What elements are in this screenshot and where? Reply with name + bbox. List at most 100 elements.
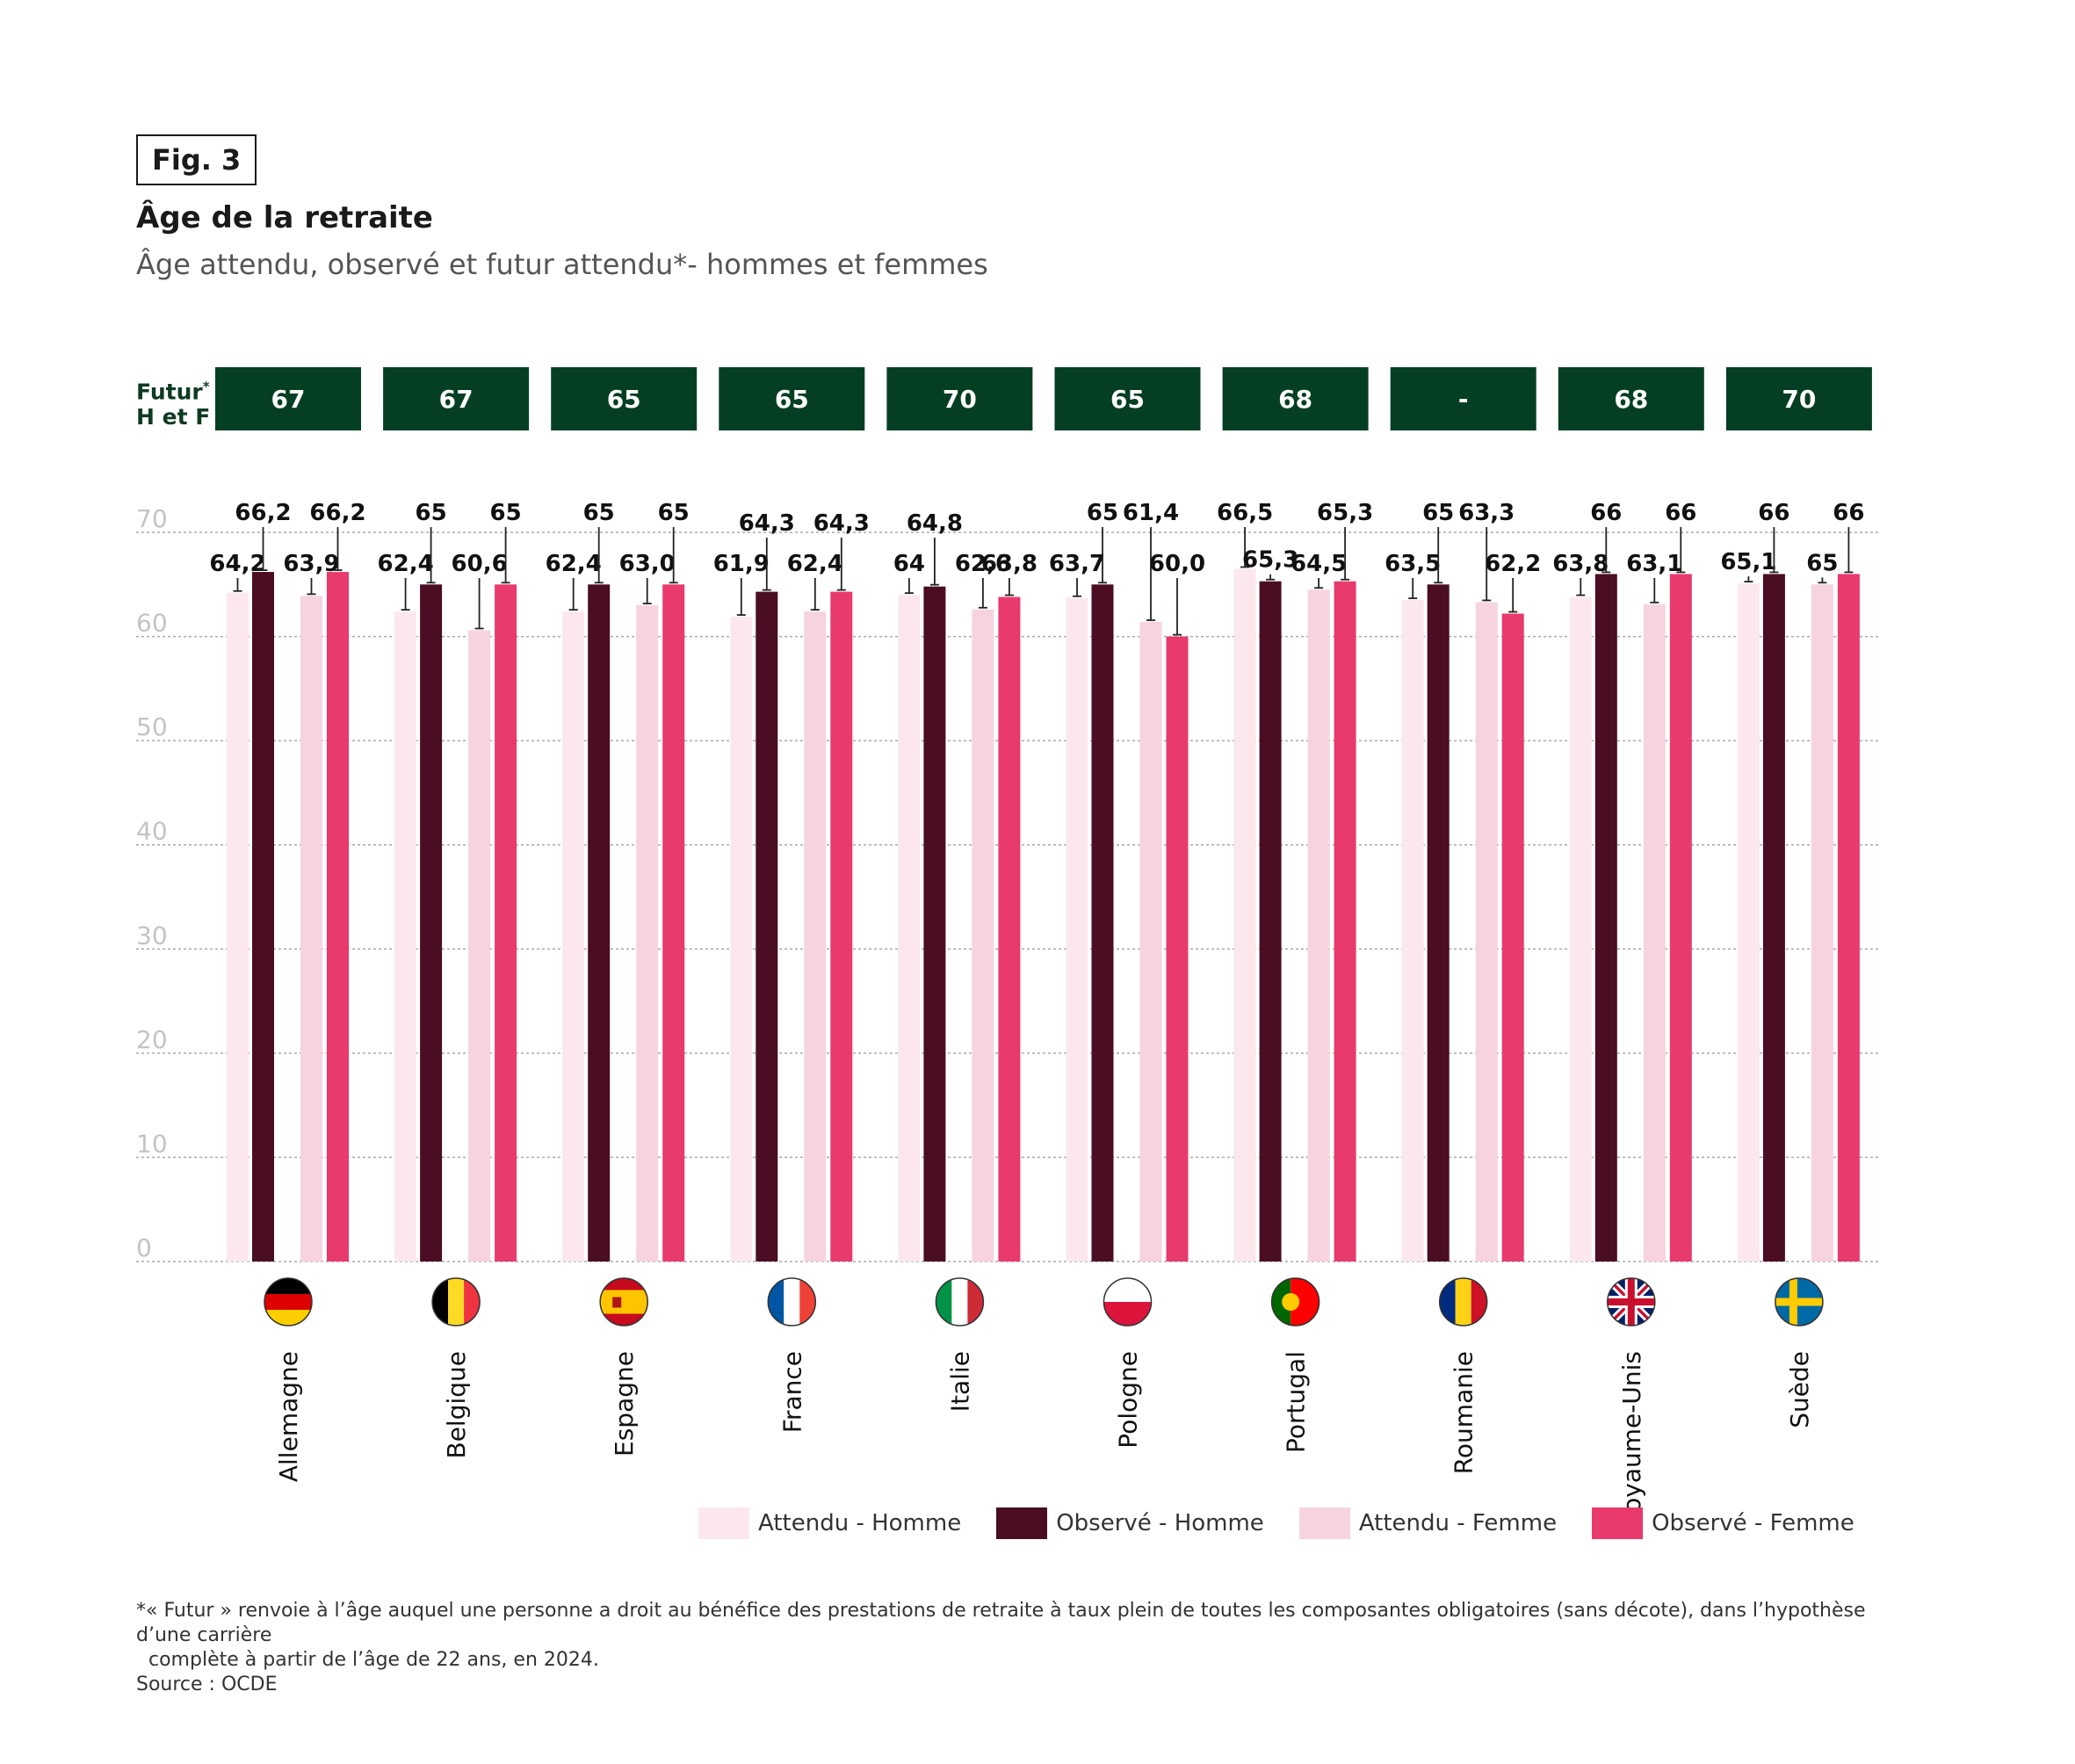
bar: [327, 572, 349, 1262]
data-label: 61,9: [713, 551, 770, 577]
bar: [588, 584, 611, 1262]
bar: [1643, 604, 1666, 1262]
data-label: 65: [1806, 550, 1838, 576]
legend-item-observe-homme: Observé - Homme: [996, 1507, 1264, 1539]
y-tick-label: 70: [136, 504, 168, 533]
futur-value: 65: [1110, 385, 1145, 414]
y-tick-label: 30: [136, 921, 168, 950]
futur-value: 68: [1614, 385, 1648, 414]
x-category-label: Allemagne: [274, 1351, 303, 1482]
legend-swatch-attendu-femme: [1298, 1507, 1350, 1539]
data-label: 64,3: [813, 510, 870, 537]
data-label: 64: [893, 551, 925, 577]
y-tick-label: 50: [136, 712, 168, 741]
belgium-flag-icon: [432, 1278, 481, 1326]
flag-outline: [767, 1277, 817, 1327]
bar: [1233, 568, 1256, 1262]
bar: [730, 617, 753, 1262]
data-label: 60,0: [1149, 551, 1205, 577]
futur-box: [1558, 367, 1704, 430]
data-label: 63,8: [1552, 551, 1609, 577]
bar: [1259, 581, 1282, 1262]
data-label: 64,3: [739, 510, 795, 537]
legend-item-observe-femme: Observé - Femme: [1592, 1507, 1854, 1539]
data-label: 66: [1665, 500, 1696, 526]
data-label: 63,5: [1385, 551, 1441, 577]
legend-swatch-observe-femme: [1592, 1507, 1644, 1539]
bar: [1166, 636, 1189, 1262]
data-label: 62,6: [955, 551, 1011, 577]
bar: [1334, 581, 1356, 1262]
bar: [1837, 574, 1860, 1262]
x-category-label: Royaume-Unis: [1617, 1351, 1646, 1511]
bar: [1569, 596, 1592, 1262]
x-category-label: Roumanie: [1450, 1351, 1479, 1474]
futur-box: [1054, 367, 1201, 430]
flag-outline: [1438, 1277, 1488, 1327]
data-label: 62,4: [546, 551, 602, 577]
futur-box: [1390, 367, 1536, 430]
y-tick-label: 40: [136, 817, 168, 846]
x-category-label: France: [777, 1351, 806, 1433]
flag-outline: [1103, 1277, 1153, 1327]
data-label: 65: [1087, 500, 1118, 526]
futur-label-star: *: [202, 379, 210, 394]
uk-flag-icon: [1607, 1278, 1655, 1326]
data-label: 66,5: [1217, 500, 1273, 526]
flag-outline: [1270, 1277, 1320, 1327]
data-label: 62,4: [787, 551, 843, 577]
bar: [636, 605, 659, 1262]
futur-box: [1222, 367, 1369, 430]
futur-value: 70: [1782, 385, 1816, 414]
bar: [468, 630, 491, 1262]
bar: [420, 584, 443, 1262]
bar: [898, 595, 921, 1262]
data-label: 66: [1590, 500, 1622, 526]
spain-flag-icon: [600, 1278, 648, 1326]
futur-value: 65: [775, 385, 809, 414]
bar: [227, 592, 249, 1262]
data-label: 65: [490, 500, 522, 526]
bar: [804, 611, 827, 1262]
data-label: 64,5: [1291, 551, 1347, 577]
flag-outline: [431, 1277, 481, 1327]
data-label: 66: [1833, 500, 1864, 526]
chart-title: Âge de la retraite: [136, 200, 433, 235]
data-label: 65: [1422, 500, 1454, 526]
bar: [1091, 584, 1114, 1262]
footnote-line-1: *« Futur » renvoie à l’âge auquel une pe…: [136, 1600, 1866, 1646]
bar: [1139, 621, 1162, 1262]
legend-label-observe-homme: Observé - Homme: [1056, 1510, 1264, 1536]
bar: [662, 584, 685, 1262]
data-label: 62,2: [1485, 551, 1541, 577]
futur-row-label: Futur* H et F: [136, 374, 210, 430]
legend-label-attendu-homme: Attendu - Homme: [758, 1510, 962, 1536]
futur-box: [215, 367, 361, 430]
bar: [1475, 602, 1498, 1262]
flag-outline: [1607, 1277, 1656, 1327]
germany-flag-icon: [264, 1278, 312, 1326]
futur-value: 70: [943, 385, 977, 414]
data-label: 60,6: [452, 551, 508, 577]
bar: [998, 596, 1021, 1262]
bar: [252, 572, 274, 1262]
y-tick-label: 10: [136, 1129, 168, 1158]
bar: [1594, 574, 1617, 1262]
data-label: 66,2: [309, 500, 365, 526]
data-label: 64,8: [907, 510, 963, 537]
futur-box: [383, 367, 530, 430]
bar: [1737, 583, 1760, 1262]
sweden-flag-icon: [1775, 1278, 1823, 1326]
france-flag-icon: [768, 1278, 816, 1326]
bar: [495, 584, 517, 1262]
bar: [972, 609, 994, 1262]
futur-value: 67: [439, 385, 474, 414]
data-label: 65,3: [1242, 547, 1298, 574]
futur-box: [551, 367, 698, 430]
futur-value: 65: [607, 385, 641, 414]
footnote-line-2: complète à partir de l’âge de 22 ans, en…: [148, 1649, 599, 1671]
bar: [300, 596, 322, 1262]
footnote: *« Futur » renvoie à l’âge auquel une pe…: [136, 1599, 1902, 1697]
portugal-flag-icon: [1271, 1278, 1319, 1326]
data-label: 63,8: [981, 551, 1038, 577]
